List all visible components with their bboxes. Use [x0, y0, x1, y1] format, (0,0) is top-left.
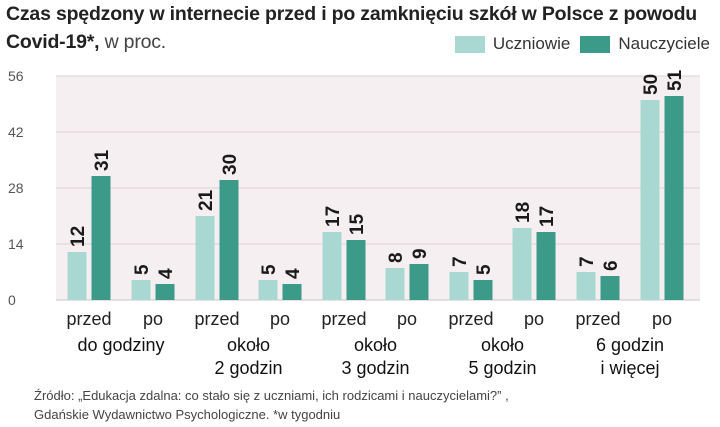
bar — [473, 280, 493, 300]
legend-label-nauczyciele: Nauczyciele — [618, 34, 710, 53]
data-label: 8 — [386, 252, 407, 263]
data-label: 4 — [156, 268, 177, 279]
bar — [219, 180, 239, 300]
bar — [664, 96, 684, 300]
y-tick-label: 56 — [8, 68, 24, 84]
x-group-label: 5 godzin — [468, 358, 536, 378]
x-group-label: i więcej — [600, 358, 659, 378]
x-sub-label: po — [397, 309, 417, 329]
chart-title: Czas spędzony w internecie przed i po za… — [6, 0, 718, 56]
legend-label-uczniowie: Uczniowie — [492, 34, 571, 53]
bar — [155, 284, 175, 300]
bar — [600, 276, 620, 300]
data-label: 31 — [92, 149, 113, 171]
legend: Uczniowie Nauczyciele — [454, 34, 710, 54]
y-tick-label: 28 — [8, 180, 24, 196]
x-sub-label: po — [270, 309, 290, 329]
bar — [409, 264, 429, 300]
x-group-label: do godziny — [77, 335, 164, 355]
x-group-label: 6 godzin — [596, 335, 664, 355]
x-sub-label: po — [143, 309, 163, 329]
data-label: 5 — [259, 264, 280, 275]
data-label: 21 — [196, 189, 217, 211]
data-label: 5 — [132, 264, 153, 275]
y-tick-label: 0 — [8, 292, 16, 308]
data-label: 6 — [601, 260, 622, 271]
x-group-label: około — [481, 335, 524, 355]
x-group-label: około — [227, 335, 270, 355]
bar — [346, 240, 366, 300]
bar — [449, 272, 469, 300]
legend-swatch-nauczyciele — [580, 35, 611, 53]
bar — [512, 228, 532, 300]
legend-swatch-uczniowie — [454, 35, 485, 53]
bar — [67, 252, 87, 300]
data-label: 7 — [450, 256, 471, 267]
y-tick-label: 42 — [8, 124, 24, 140]
bar — [576, 272, 596, 300]
bar — [640, 100, 660, 300]
bar — [322, 232, 342, 300]
data-label: 30 — [220, 154, 241, 175]
x-sub-label: po — [652, 309, 672, 329]
x-sub-label: po — [524, 309, 544, 329]
data-label: 17 — [537, 206, 558, 227]
data-label: 51 — [665, 69, 686, 91]
data-label: 4 — [283, 268, 304, 279]
x-sub-label: przed — [575, 309, 620, 329]
legend-item-uczniowie: Uczniowie — [454, 34, 571, 54]
data-label: 7 — [577, 256, 598, 267]
y-tick-label: 14 — [8, 236, 24, 252]
bar — [385, 268, 405, 300]
bar — [195, 216, 215, 300]
bar — [91, 176, 111, 300]
x-sub-label: przed — [194, 309, 239, 329]
x-sub-label: przed — [321, 309, 366, 329]
bar — [258, 280, 278, 300]
data-label: 5 — [474, 264, 495, 275]
x-sub-label: przed — [66, 309, 111, 329]
chart-title-bold: Czas spędzony w internecie przed i po za… — [6, 3, 698, 53]
x-sub-label: przed — [448, 309, 493, 329]
data-label: 15 — [347, 213, 368, 235]
data-label: 9 — [410, 248, 431, 259]
x-group-label: około — [354, 335, 397, 355]
x-group-label: 3 godzin — [341, 358, 409, 378]
legend-item-nauczyciele: Nauczyciele — [580, 34, 710, 54]
bar — [536, 232, 556, 300]
chart-title-unit: w proc. — [104, 31, 167, 53]
data-label: 18 — [513, 202, 534, 223]
bar — [131, 280, 151, 300]
source-note: Źródło: „Edukacja zdalna: co stało się z… — [34, 386, 509, 424]
data-label: 17 — [323, 206, 344, 227]
data-label: 12 — [68, 226, 89, 247]
source-line-2: Gdańskie Wydawnictwo Psychologiczne. *w … — [34, 407, 341, 422]
x-group-label: 2 godzin — [214, 358, 282, 378]
bar — [282, 284, 302, 300]
source-line-1: Źródło: „Edukacja zdalna: co stało się z… — [34, 388, 509, 403]
data-label: 50 — [641, 74, 662, 95]
